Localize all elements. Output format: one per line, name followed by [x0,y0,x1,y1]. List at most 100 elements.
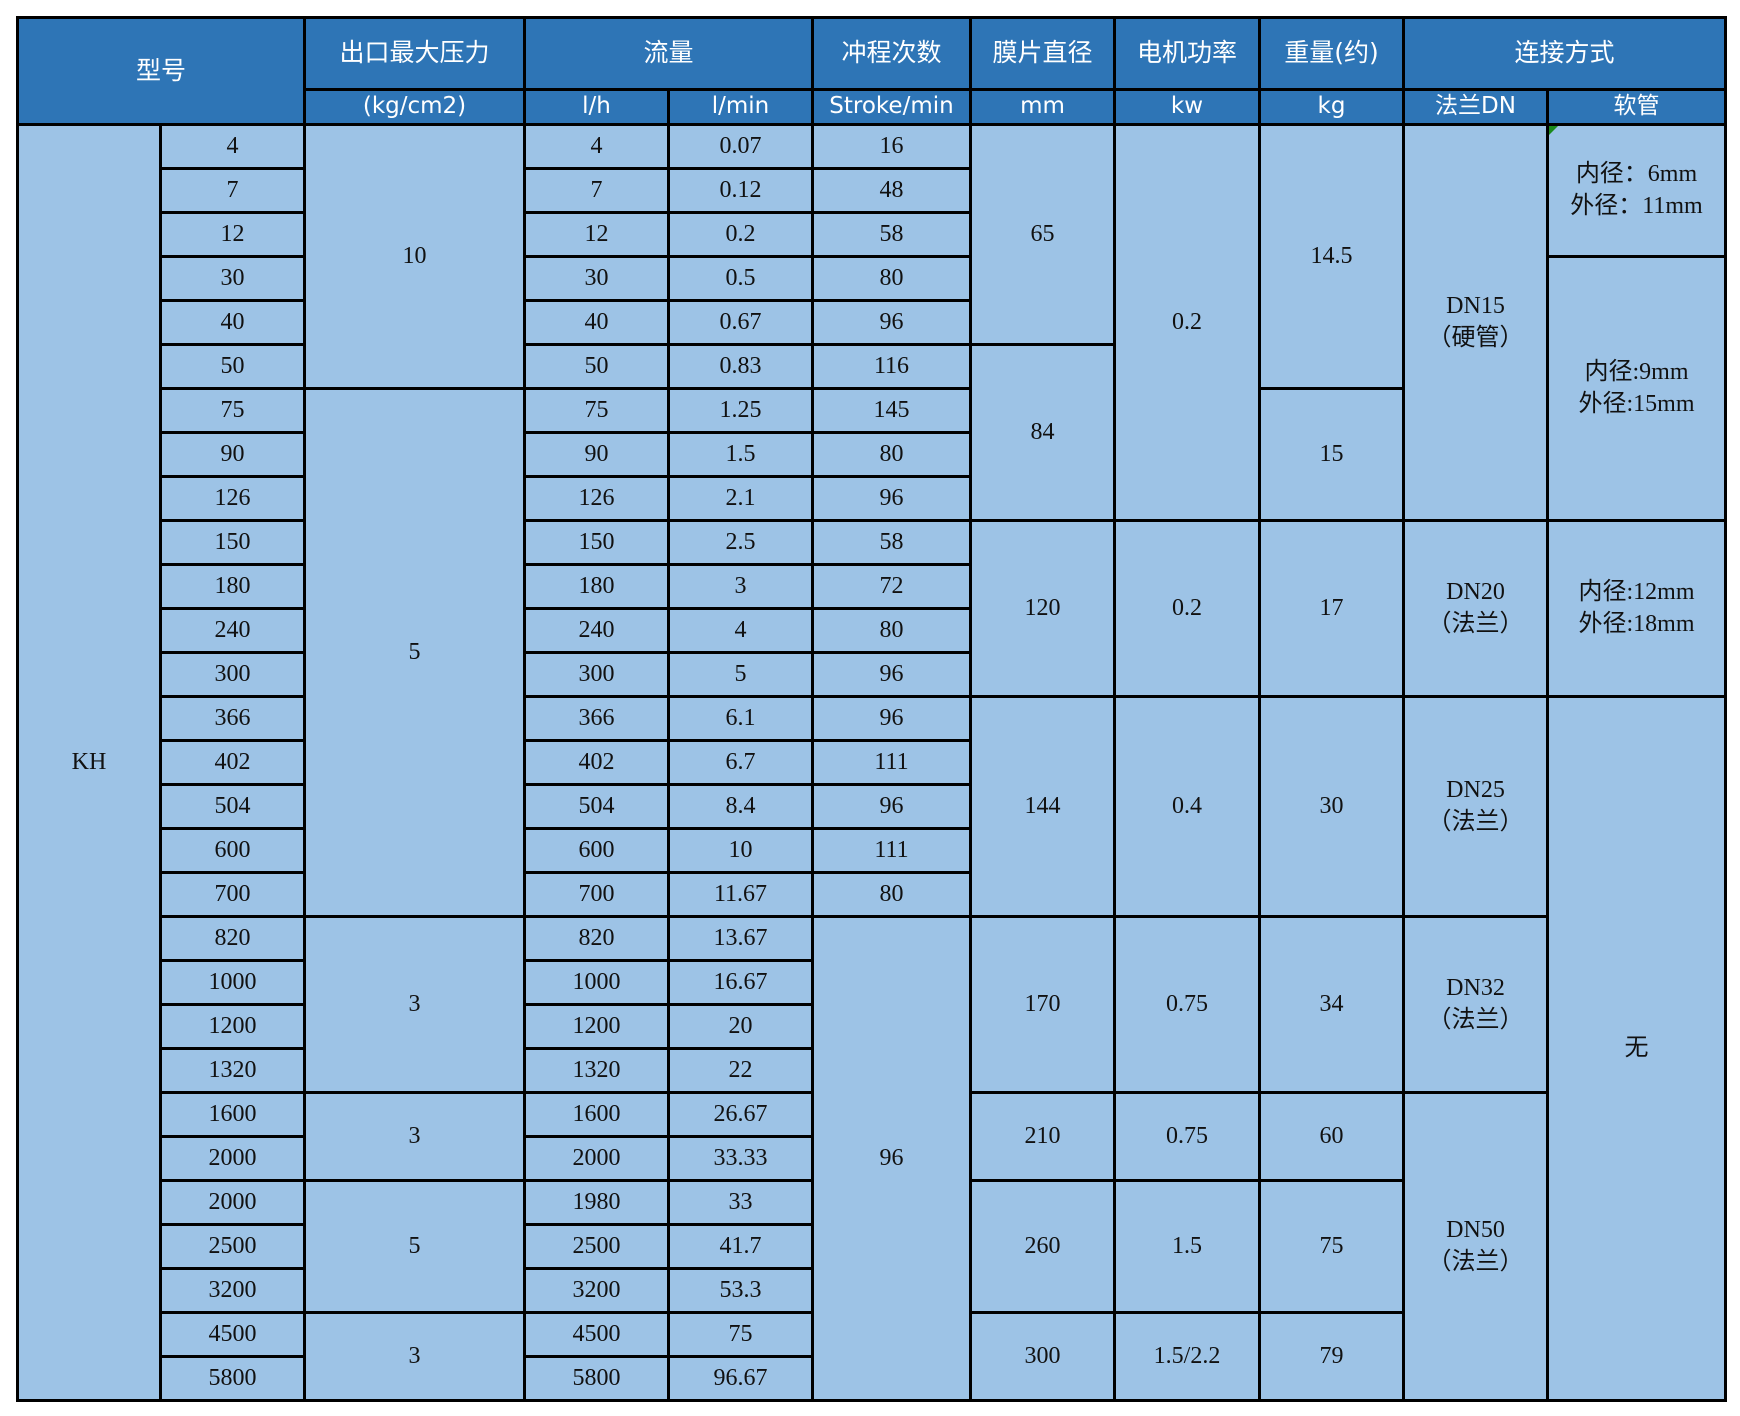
flange-cell: DN20 （法兰） [1405,522,1546,695]
flow-lmin-cell: 53.3 [670,1270,811,1311]
flange-cell: DN15 （硬管） [1405,126,1546,519]
stroke-cell: 145 [814,390,969,431]
power-cell: 1.5/2.2 [1116,1314,1258,1399]
unit-hose: 软管 [1549,91,1724,123]
flow-lh-cell: 75 [526,390,667,431]
flow-lmin-cell: 33 [670,1182,811,1223]
pressure-cell: 3 [306,1094,523,1179]
model-cell: 180 [162,566,303,607]
stroke-cell: 96 [814,786,969,827]
comment-marker-icon [1549,126,1558,135]
model-cell: 3200 [162,1270,303,1311]
flange-cell: DN32 （法兰） [1405,918,1546,1091]
weight-cell: 15 [1261,390,1402,519]
flow-lh-cell: 1980 [526,1182,667,1223]
flow-lh-cell: 3200 [526,1270,667,1311]
flow-lh-cell: 7 [526,170,667,211]
flow-lmin-cell: 22 [670,1050,811,1091]
model-cell: 1600 [162,1094,303,1135]
flow-lmin-cell: 20 [670,1006,811,1047]
diaphragm-cell: 120 [972,522,1113,695]
model-cell: 402 [162,742,303,783]
power-cell: 0.75 [1116,1094,1258,1179]
flow-lmin-cell: 41.7 [670,1226,811,1267]
flow-lmin-cell: 3 [670,566,811,607]
model-cell: 50 [162,346,303,387]
flow-lh-cell: 1600 [526,1094,667,1135]
weight-cell: 34 [1261,918,1402,1091]
flow-lh-cell: 4 [526,126,667,167]
diaphragm-cell: 210 [972,1094,1113,1179]
unit-flow_lh: l/h [526,91,667,123]
stroke-cell: 96 [814,654,969,695]
power-cell: 0.75 [1116,918,1258,1091]
header-diaphragm: 膜片直径 [972,19,1113,88]
flow-lh-cell: 150 [526,522,667,563]
flange-cell: DN25 （法兰） [1405,698,1546,915]
flow-lmin-cell: 13.67 [670,918,811,959]
flow-lmin-cell: 5 [670,654,811,695]
flow-lh-cell: 600 [526,830,667,871]
stroke-cell: 80 [814,610,969,651]
header-model: 型号 [19,19,303,123]
flow-lmin-cell: 2.5 [670,522,811,563]
unit-diaphragm: mm [972,91,1113,123]
flow-lh-cell: 180 [526,566,667,607]
model-cell: 1000 [162,962,303,1003]
unit-power: kw [1116,91,1258,123]
flow-lmin-cell: 6.1 [670,698,811,739]
flow-lh-cell: 1320 [526,1050,667,1091]
weight-cell: 14.5 [1261,126,1402,387]
flow-lmin-cell: 26.67 [670,1094,811,1135]
weight-cell: 17 [1261,522,1402,695]
stroke-cell: 96 [814,918,969,1399]
flow-lmin-cell: 2.1 [670,478,811,519]
model-cell: 240 [162,610,303,651]
flow-lh-cell: 126 [526,478,667,519]
flow-lmin-cell: 6.7 [670,742,811,783]
flow-lh-cell: 700 [526,874,667,915]
flow-lh-cell: 5800 [526,1358,667,1399]
stroke-cell: 96 [814,478,969,519]
model-cell: 75 [162,390,303,431]
stroke-cell: 111 [814,742,969,783]
flow-lmin-cell: 0.2 [670,214,811,255]
model-cell: 1200 [162,1006,303,1047]
diaphragm-cell: 84 [972,346,1113,519]
flange-cell: DN50 （法兰） [1405,1094,1546,1399]
header-power: 电机功率 [1116,19,1258,88]
stroke-cell: 96 [814,302,969,343]
unit-flow_lmin: l/min [670,91,811,123]
unit-flange: 法兰DN [1405,91,1546,123]
flow-lh-cell: 40 [526,302,667,343]
flow-lmin-cell: 0.67 [670,302,811,343]
stroke-cell: 58 [814,522,969,563]
stroke-cell: 58 [814,214,969,255]
diaphragm-cell: 170 [972,918,1113,1091]
model-cell: 150 [162,522,303,563]
spec-table: 型号 出口最大压力 流量 冲程次数 膜片直径 电机功率 重量(约) 连接方式 (kg/cm2) l… [16,16,1727,1402]
power-cell: 0.4 [1116,698,1258,915]
model-cell: 2500 [162,1226,303,1267]
pressure-cell: 5 [306,390,523,915]
header-stroke: 冲程次数 [814,19,969,88]
model-cell: 504 [162,786,303,827]
flow-lmin-cell: 0.07 [670,126,811,167]
flow-lh-cell: 504 [526,786,667,827]
stroke-cell: 80 [814,874,969,915]
flow-lmin-cell: 1.25 [670,390,811,431]
hose-cell: 内径:12mm 外径:18mm [1549,522,1724,695]
unit-weight: kg [1261,91,1402,123]
flow-lmin-cell: 8.4 [670,786,811,827]
model-cell: 7 [162,170,303,211]
pressure-cell: 10 [306,126,523,387]
flow-lh-cell: 4500 [526,1314,667,1355]
stroke-cell: 80 [814,434,969,475]
flow-lh-cell: 90 [526,434,667,475]
pressure-cell: 5 [306,1182,523,1311]
header-pressure: 出口最大压力 [306,19,523,88]
header-weight: 重量(约) [1261,19,1402,88]
model-cell: 4500 [162,1314,303,1355]
diaphragm-cell: 144 [972,698,1113,915]
flow-lmin-cell: 96.67 [670,1358,811,1399]
